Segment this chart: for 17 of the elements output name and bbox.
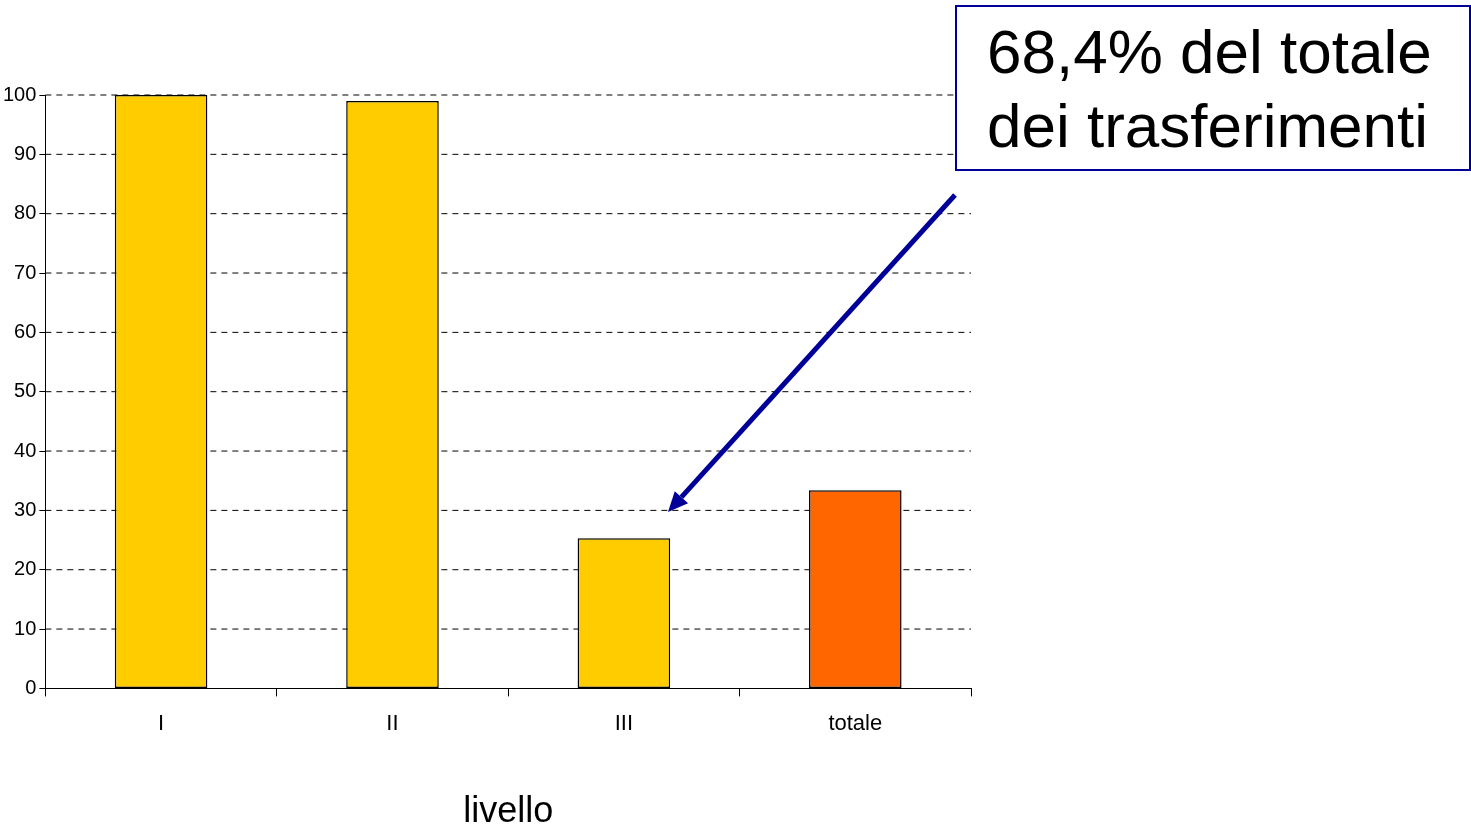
- y-tick-label: 90: [14, 141, 37, 164]
- y-tick-label: 80: [14, 201, 37, 224]
- text: 68,4% del totale dei trasferimenti: [955, 5, 1471, 171]
- x-tick-label: III: [614, 709, 634, 735]
- y-tick-label: 30: [14, 497, 37, 520]
- y-tick-label: 60: [14, 319, 37, 342]
- y-tick-label: 20: [14, 557, 37, 580]
- y-tick-label: 50: [14, 379, 37, 402]
- x-tick-label: I: [158, 709, 165, 735]
- y-tick-label: 70: [14, 260, 37, 283]
- y-tick-label: 10: [14, 616, 37, 639]
- x-axis-title: livello: [463, 789, 554, 831]
- x-tick-label: II: [386, 709, 399, 735]
- y-tick-label: 0: [25, 675, 37, 698]
- y-tick-label: 100: [2, 82, 37, 105]
- y-tick-label: 40: [14, 438, 37, 461]
- x-tick-label: totale: [828, 709, 883, 735]
